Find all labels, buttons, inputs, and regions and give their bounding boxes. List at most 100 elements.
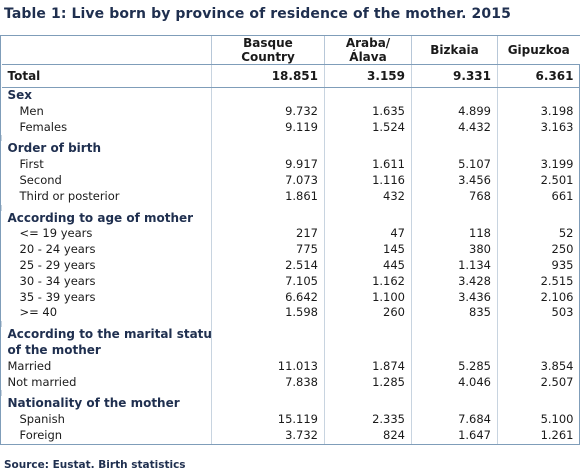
table-row: 20 - 24 years 775 145 380 250 — [2, 242, 580, 258]
cell: 1.861 — [211, 188, 325, 205]
section-heading: According to the marital status — [7, 327, 212, 342]
row-label: Second — [19, 172, 62, 187]
cell: 432 — [324, 188, 412, 205]
cell: 7.105 — [211, 273, 325, 290]
cell: 9.119 — [211, 119, 325, 136]
row-label: >= 40 — [19, 305, 58, 320]
row-label: 25 - 29 years — [19, 257, 96, 272]
cell: 3.159 — [324, 64, 412, 88]
table-title: Table 1: Live born by province of reside… — [4, 6, 511, 22]
table-row: Third or posterior 1.861 432 768 661 — [2, 188, 580, 205]
row-label: <= 19 years — [19, 226, 93, 241]
source-note: Source: Eustat. Birth statistics — [4, 459, 186, 471]
cell: 217 — [211, 226, 325, 243]
cell: 4.432 — [411, 119, 498, 136]
cell: 47 — [324, 226, 412, 243]
cell: 4.046 — [411, 374, 498, 391]
cell: 4.899 — [411, 103, 498, 120]
cell: 7.684 — [411, 412, 498, 428]
cell: 1.611 — [324, 157, 412, 173]
cell: 52 — [497, 226, 580, 243]
section-heading-row: of the mother — [2, 342, 580, 359]
table-row: Foreign 3.732 824 1.647 1.261 — [2, 427, 580, 444]
column-header: Gipuzkoa — [497, 36, 580, 65]
cell: 3.163 — [497, 119, 580, 136]
row-label: Total — [1, 64, 212, 88]
row-label: First — [19, 157, 44, 172]
cell: 15.119 — [211, 412, 325, 428]
section-heading-continued: of the mother — [7, 342, 101, 357]
cell: 3.428 — [411, 273, 498, 290]
cell: 1.874 — [324, 358, 412, 375]
row-label: Third or posterior — [19, 188, 120, 203]
cell: 835 — [411, 305, 498, 322]
section-heading-row: According to the marital status — [2, 327, 580, 343]
table-row: <= 19 years 217 47 118 52 — [2, 226, 580, 243]
cell: 775 — [211, 242, 325, 258]
cell: 661 — [497, 188, 580, 205]
cell: 1.598 — [211, 305, 325, 322]
cell: 1.100 — [324, 289, 412, 306]
cell: 18.851 — [211, 64, 325, 88]
table-row: Females 9.119 1.524 4.432 3.163 — [2, 119, 580, 136]
cell: 9.732 — [211, 103, 325, 120]
cell: 3.456 — [411, 172, 498, 189]
cell: 2.335 — [324, 412, 412, 428]
cell: 3.199 — [497, 157, 580, 173]
cell: 1.162 — [324, 273, 412, 290]
cell: 1.134 — [411, 257, 498, 274]
table-row: Men 9.732 1.635 4.899 3.198 — [2, 103, 580, 120]
cell: 445 — [324, 257, 412, 274]
cell: 1.116 — [324, 172, 412, 189]
section-heading: Sex — [7, 88, 33, 102]
cell: 250 — [497, 242, 580, 258]
cell: 9.331 — [411, 64, 498, 88]
cell: 935 — [497, 257, 580, 274]
section-heading: Order of birth — [7, 141, 102, 156]
section-heading-row: Nationality of the mother — [2, 396, 580, 413]
cell: 3.854 — [497, 358, 580, 375]
column-header: Araba/Álava — [324, 36, 412, 65]
cell: 768 — [411, 188, 498, 205]
cell: 1.261 — [497, 427, 580, 444]
row-label: 30 - 34 years — [19, 273, 96, 288]
table-row: Second 7.073 1.116 3.456 2.501 — [2, 172, 580, 189]
row-label: Foreign — [19, 427, 63, 442]
section-heading-row: Order of birth — [2, 141, 580, 158]
section-heading-row: Sex — [2, 87, 580, 104]
row-label: 20 - 24 years — [19, 242, 96, 257]
cell: 380 — [411, 242, 498, 258]
cell: 7.838 — [211, 374, 325, 391]
cell: 118 — [411, 226, 498, 243]
section-heading: Nationality of the mother — [7, 396, 180, 411]
cell: 1.285 — [324, 374, 412, 391]
cell: 1.635 — [324, 103, 412, 120]
cell: 1.524 — [324, 119, 412, 136]
row-label: Men — [19, 103, 44, 118]
table-row: 30 - 34 years 7.105 1.162 3.428 2.515 — [2, 273, 580, 290]
row-label: Spanish — [19, 412, 65, 427]
cell: 6.642 — [211, 289, 325, 306]
cell: 5.285 — [411, 358, 498, 375]
table-row: Married 11.013 1.874 5.285 3.854 — [2, 358, 580, 375]
cell: 2.501 — [497, 172, 580, 189]
cell: 2.514 — [211, 257, 325, 274]
cell: 3.436 — [411, 289, 498, 306]
cell: 824 — [324, 427, 412, 444]
row-label: 35 - 39 years — [19, 289, 96, 304]
cell: 5.107 — [411, 157, 498, 173]
total-row: Total 18.851 3.159 9.331 6.361 — [1, 64, 580, 88]
table-row: Not married 7.838 1.285 4.046 2.507 — [2, 374, 580, 391]
cell: 503 — [497, 305, 580, 322]
table-row: >= 40 1.598 260 835 503 — [2, 305, 580, 322]
cell: 145 — [324, 242, 412, 258]
section-heading: According to age of mother — [7, 210, 194, 225]
cell: 6.361 — [497, 64, 580, 88]
section-heading-row: According to age of mother — [2, 210, 580, 227]
table-row: Spanish 15.119 2.335 7.684 5.100 — [2, 412, 580, 428]
cell: 1.647 — [411, 427, 498, 444]
cell: 11.013 — [211, 358, 325, 375]
data-table: Basque Country Araba/Álava Bizkaia Gipuz… — [0, 35, 580, 445]
cell: 2.515 — [497, 273, 580, 290]
cell: 2.106 — [497, 289, 580, 306]
